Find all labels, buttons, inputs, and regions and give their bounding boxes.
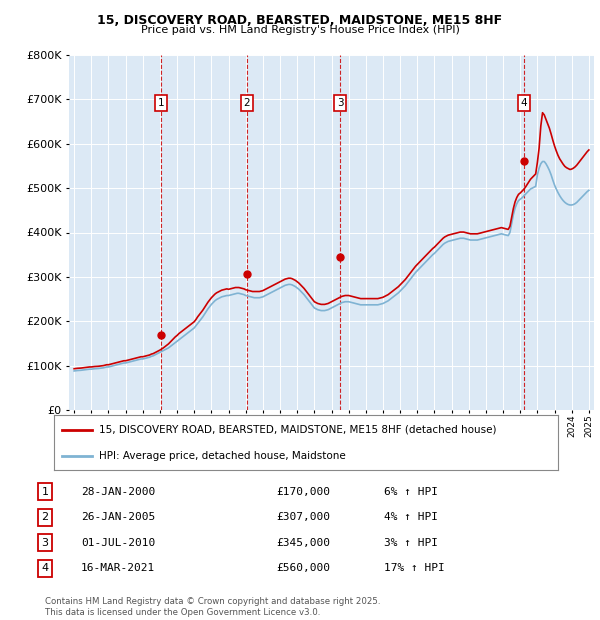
Text: £170,000: £170,000 <box>276 487 330 497</box>
Text: HPI: Average price, detached house, Maidstone: HPI: Average price, detached house, Maid… <box>100 451 346 461</box>
Text: 26-JAN-2005: 26-JAN-2005 <box>81 512 155 522</box>
Text: £560,000: £560,000 <box>276 563 330 574</box>
Text: 01-JUL-2010: 01-JUL-2010 <box>81 538 155 547</box>
Text: 3: 3 <box>337 98 343 108</box>
Text: £307,000: £307,000 <box>276 512 330 522</box>
Text: 1: 1 <box>41 487 49 497</box>
Text: 28-JAN-2000: 28-JAN-2000 <box>81 487 155 497</box>
Text: 15, DISCOVERY ROAD, BEARSTED, MAIDSTONE, ME15 8HF: 15, DISCOVERY ROAD, BEARSTED, MAIDSTONE,… <box>97 14 503 27</box>
Text: 16-MAR-2021: 16-MAR-2021 <box>81 563 155 574</box>
Text: 15, DISCOVERY ROAD, BEARSTED, MAIDSTONE, ME15 8HF (detached house): 15, DISCOVERY ROAD, BEARSTED, MAIDSTONE,… <box>100 425 497 435</box>
Text: 4: 4 <box>521 98 527 108</box>
Text: 3% ↑ HPI: 3% ↑ HPI <box>384 538 438 547</box>
Text: Price paid vs. HM Land Registry's House Price Index (HPI): Price paid vs. HM Land Registry's House … <box>140 25 460 35</box>
Text: £345,000: £345,000 <box>276 538 330 547</box>
Text: 3: 3 <box>41 538 49 547</box>
Text: 2: 2 <box>41 512 49 522</box>
Text: 17% ↑ HPI: 17% ↑ HPI <box>384 563 445 574</box>
Text: 1: 1 <box>158 98 164 108</box>
Text: 4: 4 <box>41 563 49 574</box>
Text: 6% ↑ HPI: 6% ↑ HPI <box>384 487 438 497</box>
Text: 2: 2 <box>244 98 250 108</box>
Text: Contains HM Land Registry data © Crown copyright and database right 2025.
This d: Contains HM Land Registry data © Crown c… <box>45 598 380 617</box>
Text: 4% ↑ HPI: 4% ↑ HPI <box>384 512 438 522</box>
